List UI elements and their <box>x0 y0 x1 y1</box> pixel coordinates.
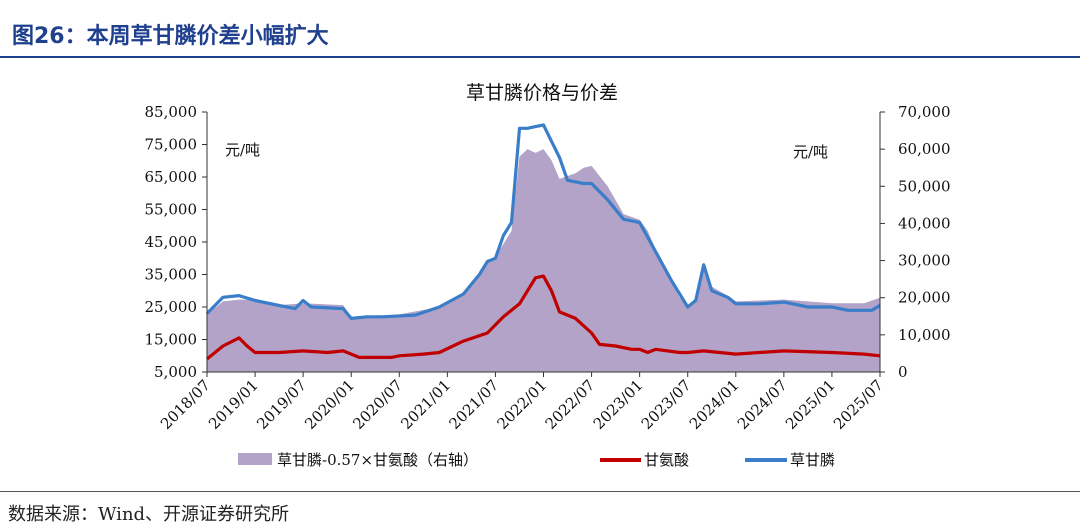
left-unit-label: 元/吨 <box>225 141 260 159</box>
chart: 草甘膦价格与价差 元/吨 元/吨 85,000 75,000 65,000 55,00… <box>145 82 951 469</box>
x-tick-label: 2019/07 <box>253 376 310 433</box>
x-tick-label: 2024/01 <box>686 376 743 433</box>
left-tick-label: 85,000 <box>145 103 198 121</box>
chart-title: 草甘膦价格与价差 <box>466 82 618 104</box>
legend-label-glyphosate: 草甘膦 <box>790 451 835 469</box>
x-tick-label: 2020/01 <box>301 376 358 433</box>
left-tick-label: 15,000 <box>145 331 198 349</box>
right-tick-label: 60,000 <box>898 140 951 158</box>
x-tick-label: 2021/01 <box>397 376 454 433</box>
right-tick-label: 10,000 <box>898 326 951 344</box>
left-tick-label: 5,000 <box>154 363 197 381</box>
right-tick-label: 0 <box>898 363 908 381</box>
left-tick-label: 55,000 <box>145 201 198 219</box>
x-tick-label: 2021/07 <box>445 376 502 433</box>
x-tick-label: 2025/01 <box>782 376 839 433</box>
right-tick-label: 50,000 <box>898 177 951 195</box>
figure-title: 图26：本周草甘膦价差小幅扩大 <box>12 24 329 49</box>
right-tick-label: 40,000 <box>898 214 951 232</box>
x-tick-label: 2023/07 <box>638 376 695 433</box>
x-tick-label: 2025/07 <box>830 376 887 433</box>
price-line-layer <box>205 123 881 361</box>
spread-area-layer <box>207 149 880 372</box>
series-line-glycine <box>205 274 881 361</box>
left-tick-label: 25,000 <box>145 298 198 316</box>
series-area-spread <box>207 149 880 372</box>
x-tick-label: 2024/07 <box>734 376 791 433</box>
x-tick-label: 2019/01 <box>205 376 262 433</box>
legend: 草甘膦-0.57×甘氨酸（右轴） 甘氨酸 草甘膦 <box>238 451 835 469</box>
left-tick-label: 45,000 <box>145 233 198 251</box>
x-tick-label: 2022/07 <box>542 376 599 433</box>
axis-layer <box>202 111 885 377</box>
legend-swatch-spread <box>238 453 272 465</box>
title-rule <box>0 56 1080 58</box>
left-tick-label: 65,000 <box>145 168 198 186</box>
left-tick-label: 75,000 <box>145 136 198 154</box>
x-tick-label: 2023/01 <box>590 376 647 433</box>
legend-label-glycine: 甘氨酸 <box>644 451 689 469</box>
x-tick-label: 2020/07 <box>349 376 406 433</box>
right-tick-label: 20,000 <box>898 289 951 307</box>
legend-label-spread: 草甘膦-0.57×甘氨酸（右轴） <box>277 451 478 469</box>
right-unit-label: 元/吨 <box>793 143 828 161</box>
bottom-rule <box>0 491 1080 492</box>
right-tick-label: 30,000 <box>898 252 951 270</box>
x-tick-label: 2018/07 <box>157 376 214 433</box>
left-tick-label: 35,000 <box>145 266 198 284</box>
right-tick-label: 70,000 <box>898 103 951 121</box>
x-tick-label: 2022/01 <box>494 376 551 433</box>
series-line-glyphosate <box>205 123 881 320</box>
source-note: 数据来源：Wind、开源证券研究所 <box>8 504 290 525</box>
